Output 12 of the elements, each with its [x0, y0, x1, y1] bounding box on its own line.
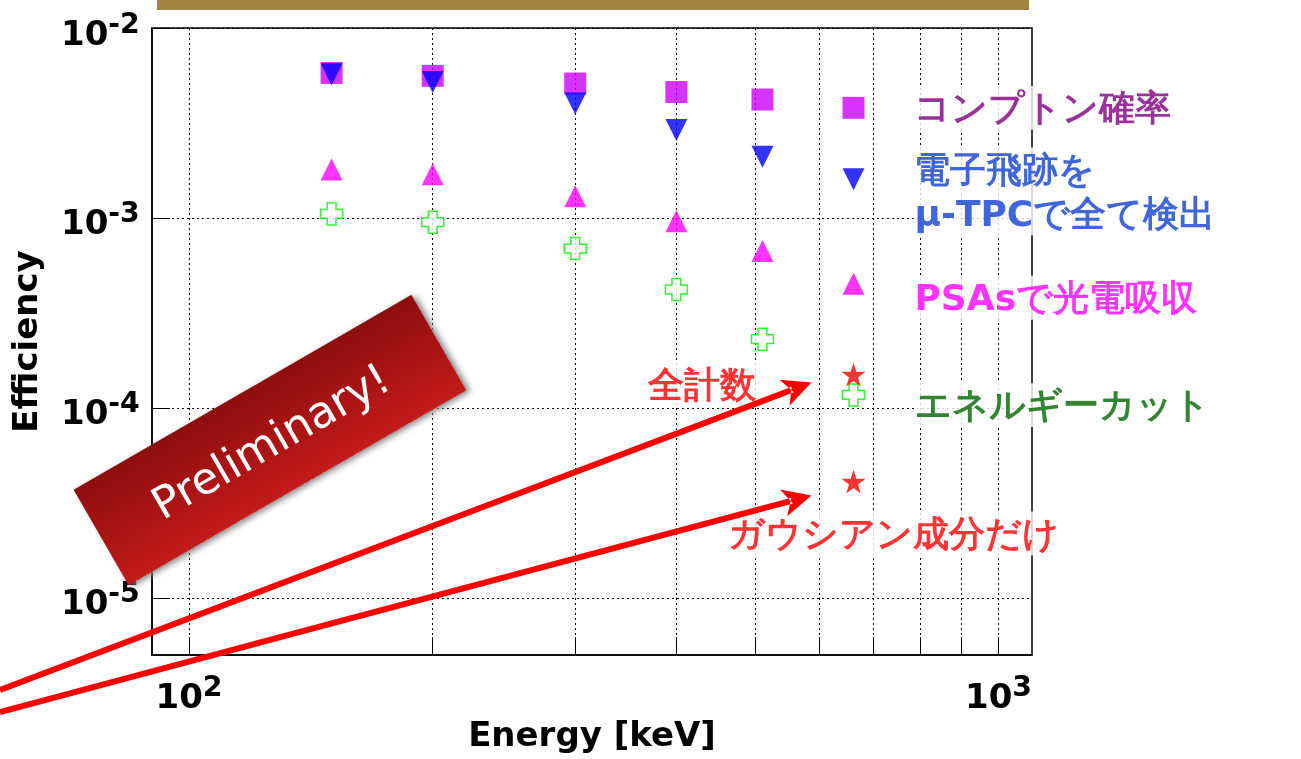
series-label: ガウシアン成分だけ [727, 512, 1059, 554]
y-tick-label: 10$^{-3}$ [61, 195, 140, 243]
series-label: PSAsで光電吸収 [914, 277, 1199, 319]
y-axis-title: Efficiency [5, 250, 45, 433]
x-axis-title: Energy [keV] [468, 714, 716, 754]
series-label: 電子飛跡を μ-TPCで全て検出 [914, 148, 1216, 234]
y-tick-label: 10$^{-2}$ [61, 5, 140, 53]
x-tick-label: 10$^{2}$ [155, 669, 223, 717]
x-tick-label: 10$^{3}$ [964, 669, 1033, 717]
text: 全計数 [647, 363, 758, 405]
series-label: エネルギーカット [915, 384, 1211, 426]
series-label: コンプトン確率 [914, 87, 1172, 129]
